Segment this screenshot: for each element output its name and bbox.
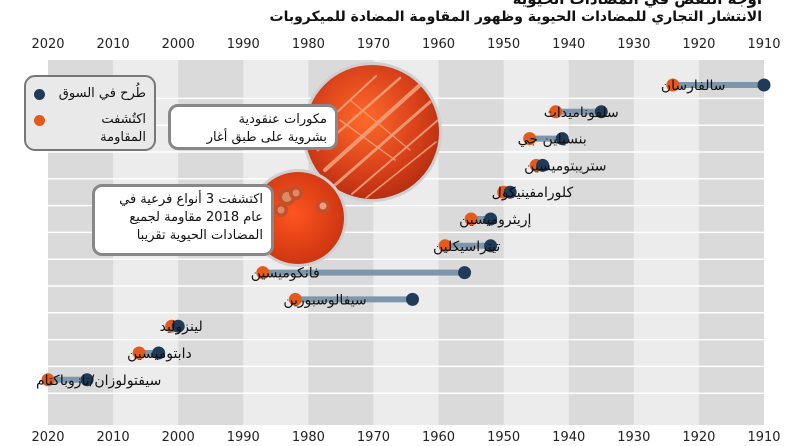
antibiotic-label: لينزوليد (160, 319, 203, 335)
antibiotic-label: سيفتولوزان/تازوباكتام (36, 373, 161, 389)
resistance-point (523, 132, 537, 146)
x-tick-label: 1950 (487, 37, 520, 52)
antibiotic-label: سلفوناميدات (544, 105, 619, 121)
x-tick-label: 1920 (682, 430, 715, 445)
legend-label-market: طُرح في السوق (58, 86, 146, 101)
market-point (458, 266, 472, 280)
x-tick-label: 2020 (31, 430, 64, 445)
antibiotic-label: دابتوميسين (127, 346, 192, 362)
decade-band (698, 60, 764, 425)
x-axis-top: 2020 2010 2000 1990 1980 1970 1960 1950 1940 1930… (31, 37, 780, 52)
callout-1-line-1: مكورات عنقودية (238, 112, 327, 127)
x-tick-label: 1960 (422, 430, 455, 445)
x-tick-label: 2020 (31, 37, 64, 52)
x-tick-label: 1980 (292, 430, 325, 445)
x-tick-label: 2010 (97, 37, 130, 52)
resistance-point (549, 105, 563, 119)
decade-band (568, 60, 634, 425)
market-point (594, 105, 608, 119)
x-tick-label: 1930 (617, 430, 650, 445)
legend-item-resistance: اكتُشفت المقاومة (34, 111, 146, 147)
callout-2-line-1: اكتشفت 3 أنواع فرعية في (119, 192, 263, 207)
x-tick-label: 2000 (162, 37, 195, 52)
antibiotic-label: فانكوميسين (251, 266, 320, 282)
x-tick-label: 1910 (747, 430, 780, 445)
x-tick-label: 1920 (682, 37, 715, 52)
x-tick-label: 1990 (227, 37, 260, 52)
resistance-point (256, 266, 270, 280)
legend: طُرح في السوق اكتُشفت المقاومة (24, 75, 156, 151)
resistance-point (464, 212, 478, 226)
x-tick-label: 1940 (552, 37, 585, 52)
x-tick-label: 1930 (617, 37, 650, 52)
x-tick-label: 1910 (747, 37, 780, 52)
resistance-point (41, 373, 55, 387)
market-point (406, 292, 420, 306)
x-tick-label: 1980 (292, 37, 325, 52)
market-point (503, 185, 517, 199)
legend-item-market: طُرح في السوق (34, 85, 146, 103)
market-point (152, 346, 166, 360)
antibiotic-label: تيتراسيكلين (433, 239, 500, 255)
x-tick-label: 1990 (227, 430, 260, 445)
antibiotic-label: سالفارسان (661, 78, 726, 94)
antibiotic-label: بنسيلين جي (518, 132, 587, 148)
timeline-rows: سالفارسان سلفوناميدات بنسيلين جي ستريبتوميس… (36, 78, 771, 389)
market-dot-icon (34, 89, 45, 100)
callout-2-line-3: المضادات الحيوية تقريبا (136, 228, 263, 243)
antibiotic-label: إريثروميسين (459, 212, 531, 228)
x-tick-label: 1970 (357, 37, 390, 52)
market-point (757, 78, 771, 92)
x-tick-label: 1940 (552, 430, 585, 445)
market-point (536, 158, 550, 172)
resistance-dot-icon (34, 115, 45, 126)
market-point (484, 212, 498, 226)
market-point (171, 319, 185, 333)
antibiotic-label: كلورامفينيكول (492, 185, 574, 201)
antibiotic-label: ستريبتوميسين (524, 158, 606, 174)
market-point (555, 132, 569, 146)
antibiotic-label: سيفالوسبورين (283, 292, 366, 308)
x-tick-label: 1970 (357, 430, 390, 445)
callout-1-line-2: بشروية على طبق أغار (206, 130, 327, 145)
x-tick-label: 1950 (487, 430, 520, 445)
callout-2-line-2: عام 2018 مقاومة لجميع (129, 210, 263, 225)
market-point (484, 239, 498, 253)
x-tick-label: 2010 (97, 430, 130, 445)
callout-subspecies: اكتشفت 3 أنواع فرعية في عام 2018 مقاومة … (92, 184, 274, 256)
resistance-point (288, 292, 302, 306)
x-axis-bottom: 2020 2010 2000 1990 1980 1970 1960 1950 1940 1930… (31, 430, 780, 445)
resistance-point (132, 346, 146, 360)
header-title: أوجه النقص في المضادات الحيوية (513, 0, 762, 8)
petri-dish-photo-1 (302, 62, 442, 202)
x-tick-label: 2000 (162, 430, 195, 445)
resistance-point (666, 78, 680, 92)
resistance-point (438, 239, 452, 253)
legend-label-resistance-2: المقاومة (100, 130, 146, 145)
legend-label-resistance-1: اكتُشفت (101, 112, 146, 127)
market-point (80, 373, 94, 387)
callout-staphylococcus: مكورات عنقودية بشروية على طبق أغار (168, 104, 338, 150)
chart-title: الانتشار التجاري للمضادات الحيوية وظهور … (269, 9, 762, 25)
x-tick-label: 1960 (422, 37, 455, 52)
